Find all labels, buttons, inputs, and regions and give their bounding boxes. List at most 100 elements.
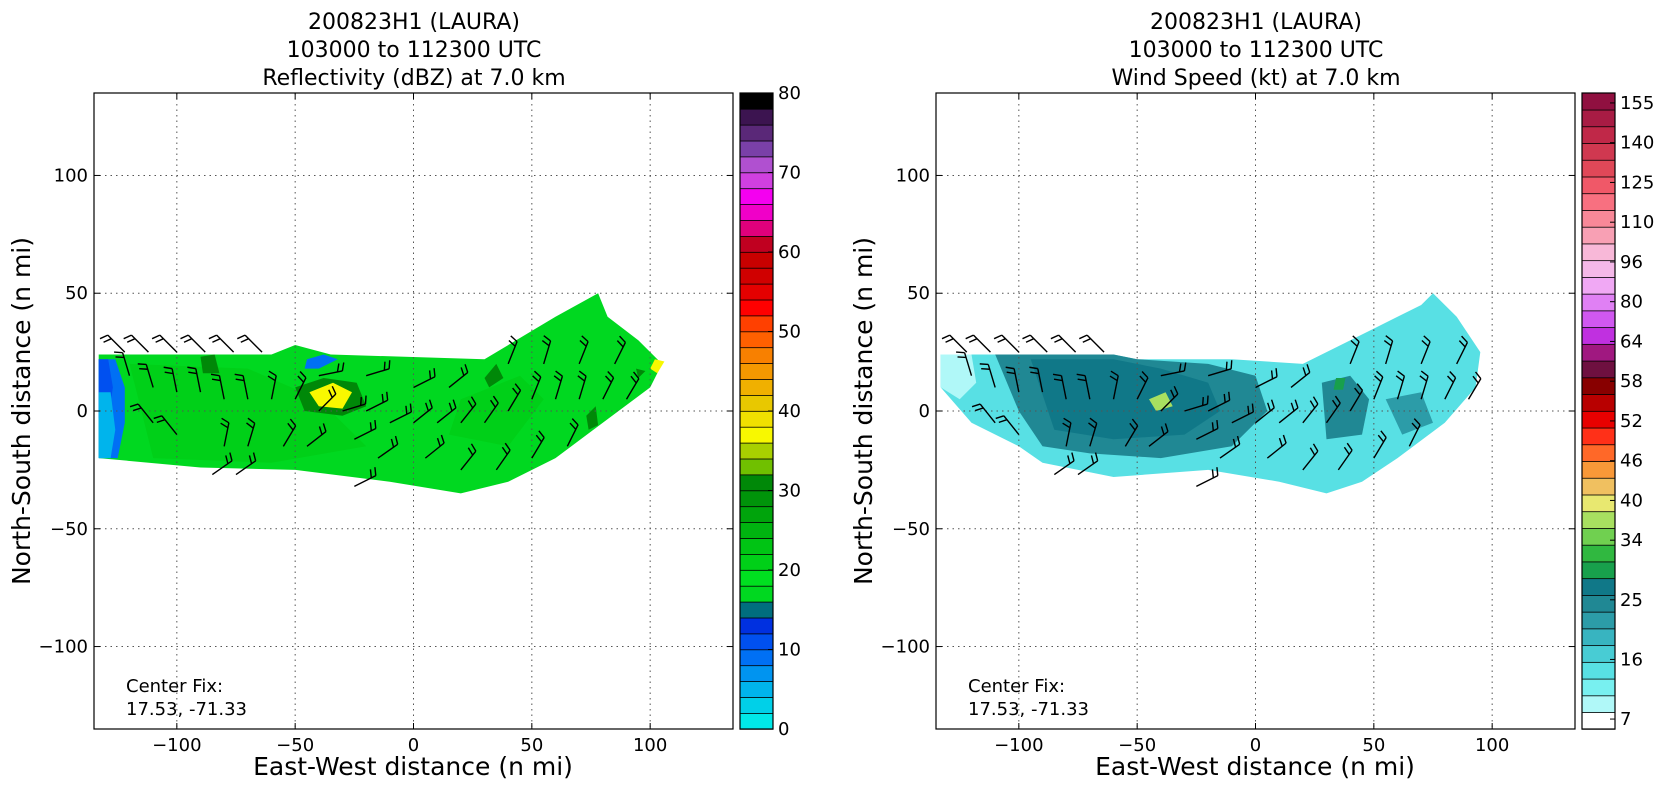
- wind-barb: [1005, 366, 1020, 393]
- wind-barb: [1266, 434, 1287, 459]
- barb-staff: [1160, 370, 1185, 377]
- wind-barb: [1077, 452, 1099, 476]
- wind-barb: [1419, 370, 1429, 400]
- barb-flag: [997, 338, 1006, 343]
- barb-flag: [1474, 371, 1482, 380]
- barb-flag: [180, 334, 189, 340]
- wind-barb: [460, 396, 477, 424]
- barb-staff: [424, 442, 445, 459]
- colorbar-swatch: [1581, 427, 1616, 446]
- barb-staff: [963, 352, 973, 376]
- y-tick-label: 50: [907, 283, 930, 304]
- data-region: [586, 406, 599, 430]
- colorbar-swatch: [739, 394, 774, 412]
- wind-barb: [436, 399, 457, 424]
- wind-barb: [151, 334, 178, 353]
- barb-staff: [145, 364, 154, 388]
- barb-staff: [1231, 411, 1254, 424]
- center-fix-value: 17.53, -71.33: [126, 699, 247, 720]
- colorbar-swatch: [739, 219, 774, 237]
- barb-staff: [161, 415, 178, 435]
- barb-flag: [409, 403, 412, 413]
- barb-flag: [1385, 335, 1393, 342]
- barb-flag: [336, 363, 340, 373]
- colorbar-swatch: [739, 378, 774, 396]
- wind-barb: [1337, 442, 1353, 471]
- barb-staff: [282, 425, 297, 447]
- barb-flag: [1129, 422, 1136, 431]
- barb-staff: [377, 443, 399, 459]
- wind-barb: [413, 399, 433, 424]
- barb-flag: [464, 364, 469, 373]
- colorbar: 0 10 20 30 40 50 60 70 80: [739, 83, 801, 740]
- colorbar-swatch: [1581, 109, 1616, 128]
- wind-barb: [1053, 452, 1075, 476]
- wind-barb: [483, 395, 499, 424]
- barb-flag: [630, 375, 637, 384]
- barb-flag: [1377, 434, 1385, 443]
- wind-barb: [531, 370, 542, 400]
- plot-area: −100 −50 0 50 100 −100 −50 0 50 100 Center Fix: 1…: [881, 92, 1576, 756]
- barb-flag: [1160, 426, 1165, 435]
- barb-staff: [1196, 475, 1219, 488]
- wind-barb: [1456, 335, 1469, 365]
- colorbar-tick-label: 50: [778, 322, 801, 343]
- barb-flag: [1411, 422, 1419, 430]
- barb-flag: [581, 335, 589, 343]
- barb-flag: [1139, 375, 1147, 383]
- colorbar-swatch: [739, 633, 774, 651]
- barb-staff: [1037, 368, 1044, 393]
- barb-flag: [115, 356, 125, 359]
- colorbar-swatch: [739, 124, 774, 142]
- barb-staff: [195, 368, 202, 393]
- barb-staff: [211, 460, 233, 476]
- colorbar-tick-label: 58: [1620, 371, 1643, 392]
- barb-flag: [616, 340, 624, 348]
- barb-staff: [242, 375, 249, 400]
- barb-staff: [531, 376, 542, 400]
- colorbar-tick-label: 34: [1620, 530, 1643, 551]
- barb-flag: [126, 338, 136, 343]
- colorbar-tick-label: 7: [1620, 709, 1631, 730]
- barb-flag: [535, 434, 543, 443]
- colorbar-swatch: [739, 315, 774, 333]
- barb-flag: [1380, 430, 1387, 438]
- barb-flag: [1094, 452, 1099, 462]
- barb-staff: [1456, 342, 1469, 365]
- wind-barb: [1395, 370, 1406, 400]
- barb-flag: [1211, 469, 1215, 478]
- barb-flag: [248, 455, 253, 464]
- colorbar-swatch: [739, 410, 774, 428]
- panel-title-line-3: Wind Speed (kt) at 7.0 km: [1111, 66, 1400, 91]
- colorbar-swatch: [739, 140, 774, 158]
- wind-barb: [1408, 418, 1421, 447]
- barb-flag: [364, 395, 367, 405]
- colorbar-swatch: [739, 156, 774, 174]
- barb-staff: [1058, 334, 1077, 353]
- barb-staff: [365, 368, 390, 377]
- wind-barb: [342, 395, 367, 412]
- barb-flag: [369, 469, 373, 478]
- barb-staff: [1302, 403, 1319, 424]
- barb-flag: [1421, 339, 1429, 347]
- colorbar-swatch: [1581, 259, 1616, 278]
- barb-flag: [386, 391, 389, 401]
- barb-staff: [1325, 402, 1341, 424]
- barb-flag: [1413, 418, 1421, 426]
- colorbar-tick-label: 80: [778, 83, 801, 104]
- barb-flag: [1395, 375, 1404, 382]
- barb-staff: [460, 403, 477, 424]
- barb-flag: [331, 385, 337, 395]
- colorbar-swatch: [1581, 343, 1616, 362]
- barb-flag: [577, 375, 586, 382]
- barb-staff: [247, 423, 256, 447]
- barb-flag: [945, 338, 954, 343]
- barb-flag: [139, 367, 148, 370]
- colorbar-swatch: [739, 585, 774, 603]
- barb-staff: [1196, 427, 1219, 440]
- wind-barb: [187, 366, 202, 393]
- barb-flag: [247, 417, 256, 424]
- wind-barb: [448, 364, 469, 388]
- colorbar-swatch: [739, 617, 774, 635]
- axis-ticks: −100 −50 0 50 100 −100 −50 0 50 100: [39, 93, 733, 756]
